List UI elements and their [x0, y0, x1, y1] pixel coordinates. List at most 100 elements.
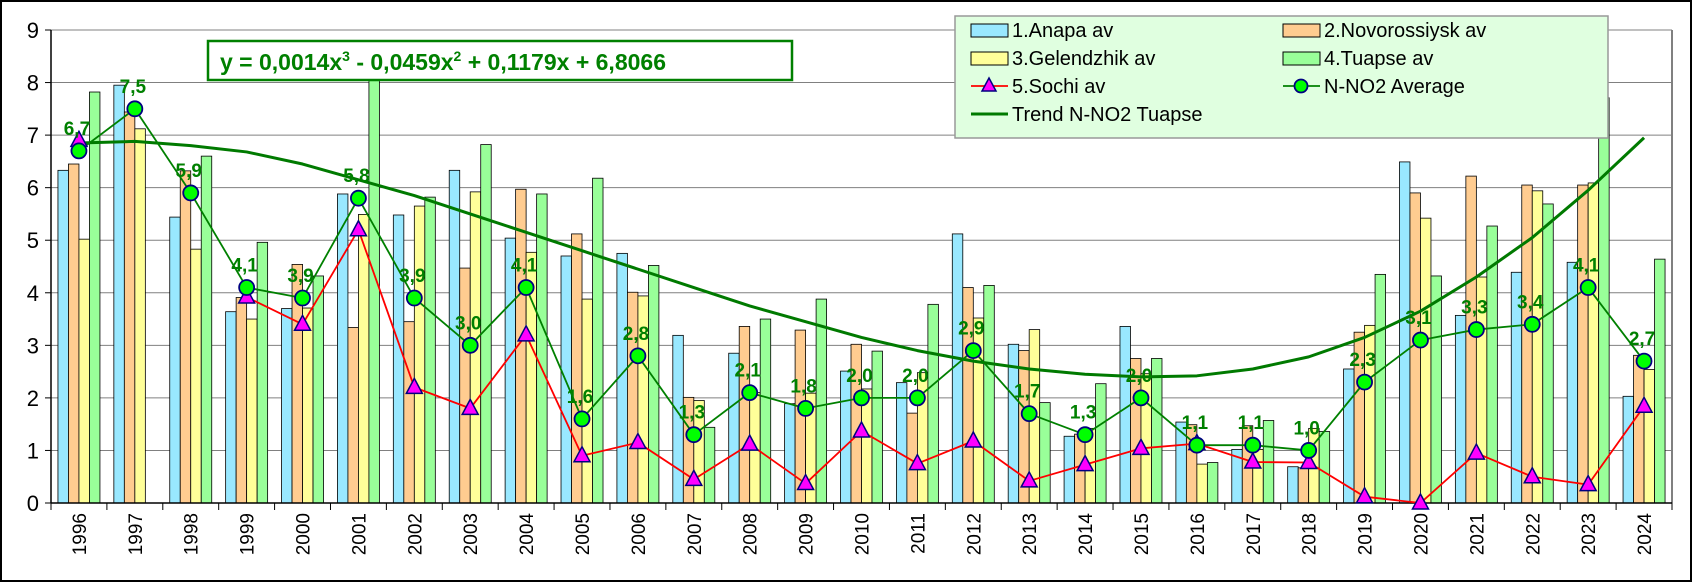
sochi-marker: [628, 431, 648, 450]
trend-equation: y = 0,0014x3 - 0,0459x2 + 0,1179x + 6,80…: [220, 48, 666, 75]
bar-2-novorossiysk-av: [347, 327, 359, 504]
bar-2-novorossiysk-av: [68, 163, 80, 504]
average-data-label: 1,1: [1182, 413, 1209, 434]
bar-4-tuapse-av: [536, 193, 548, 504]
x-tick-label: 1996: [70, 513, 91, 555]
x-tick-label: 2023: [1579, 513, 1600, 555]
sochi-marker: [1578, 474, 1598, 492]
average-marker: [741, 384, 759, 402]
bar-3-gelendzhik-av: [302, 307, 314, 504]
bar-4-tuapse-av: [480, 144, 492, 504]
bar-3-gelendzhik-av: [134, 128, 146, 504]
average-data-label: 4,1: [1573, 256, 1600, 277]
y-tick-label: 5: [27, 228, 39, 253]
x-tick-label: 2024: [1635, 513, 1656, 556]
bar-1-anapa-av: [57, 169, 69, 504]
sochi-marker: [1355, 486, 1374, 504]
bar-2-novorossiysk-av: [571, 233, 583, 504]
sochi-marker: [1467, 442, 1486, 460]
bar-1-anapa-av: [169, 216, 181, 504]
average-data-label: 2,0: [902, 366, 928, 387]
x-tick-label: 2000: [294, 513, 315, 555]
average-data-label: 4,1: [511, 256, 538, 277]
bar-1-anapa-av: [840, 370, 852, 504]
average-data-label: 1,8: [790, 376, 816, 397]
average-marker: [573, 410, 591, 428]
bar-1-anapa-av: [895, 382, 908, 504]
average-data-label: 5,9: [176, 161, 202, 182]
bar-4-tuapse-av: [368, 78, 380, 504]
bar-1-anapa-av: [1287, 466, 1299, 504]
average-marker: [1244, 436, 1262, 454]
x-tick-label: 2017: [1244, 513, 1265, 555]
y-tick-label: 3: [27, 333, 39, 358]
legend-triangle-marker: [980, 76, 998, 92]
average-data-label: 3,9: [399, 266, 425, 287]
average-data-label: 2,3: [1349, 350, 1375, 371]
average-marker: [1523, 315, 1541, 333]
bar-4-tuapse-av: [256, 241, 269, 504]
bar-1-anapa-av: [337, 193, 349, 504]
bar-4-tuapse-av: [871, 350, 883, 504]
x-tick-label: 2006: [629, 513, 650, 555]
average-marker: [1356, 373, 1373, 391]
sochi-marker: [572, 445, 592, 463]
bar-3-gelendzhik-av: [1643, 369, 1655, 504]
y-tick-label: 4: [27, 281, 39, 306]
bar-3-gelendzhik-av: [1420, 217, 1432, 504]
trend-line: [78, 136, 1646, 379]
legend-label: 2.Novorossiysk av: [1324, 20, 1486, 42]
bar-1-anapa-av: [1119, 326, 1131, 504]
average-data-label: 6,7: [64, 119, 90, 140]
sochi-marker: [1299, 451, 1318, 470]
average-data-label: 3,1: [1405, 308, 1432, 329]
x-tick-label: 2020: [1411, 513, 1432, 555]
average-data-label: 3,4: [1517, 292, 1544, 313]
average-marker: [1300, 442, 1318, 459]
y-tick-label: 7: [27, 123, 39, 148]
bar-1-anapa-av: [1343, 368, 1355, 504]
average-data-label: 7,5: [120, 77, 147, 98]
y-tick-label: 0: [27, 491, 39, 516]
bar-1-anapa-av: [784, 403, 796, 504]
x-tick-label: 2008: [741, 513, 762, 555]
bar-4-tuapse-av: [927, 303, 939, 504]
average-marker: [182, 184, 200, 202]
bar-4-tuapse-av: [1430, 275, 1442, 504]
average-data-label: 3,0: [455, 313, 481, 334]
x-tick-label: 1998: [182, 513, 203, 555]
x-tick-label: 1997: [126, 513, 147, 555]
sochi-marker: [349, 219, 368, 237]
x-tick-label: 2015: [1132, 513, 1153, 555]
x-tick-label: 2011: [908, 513, 929, 554]
bar-2-novorossiysk-av: [1521, 184, 1533, 504]
bar-2-novorossiysk-av: [235, 297, 248, 504]
bar-1-anapa-av: [281, 308, 293, 504]
bar-4-tuapse-av: [89, 91, 101, 504]
bar-2-novorossiysk-av: [459, 267, 471, 504]
sochi-marker: [684, 468, 704, 487]
x-tick-label: 2007: [685, 513, 706, 555]
sochi-marker: [1131, 437, 1151, 456]
x-tick-label: 2018: [1300, 513, 1321, 555]
bar-4-tuapse-av: [592, 177, 604, 504]
sochi-marker: [740, 433, 759, 451]
x-tick-label: 2005: [573, 513, 594, 555]
x-tick-label: 2019: [1356, 513, 1377, 555]
bar-4-tuapse-av: [1318, 431, 1331, 504]
average-data-label: 3,9: [287, 266, 313, 287]
x-tick-label: 2009: [797, 513, 818, 555]
bar-3-gelendzhik-av: [78, 238, 90, 504]
average-data-label: 1,1: [1238, 413, 1265, 434]
bar-1-anapa-av: [392, 214, 405, 504]
sochi-marker: [964, 430, 983, 448]
legend-label: 5.Sochi av: [1012, 76, 1105, 98]
x-tick-label: 2001: [349, 513, 370, 555]
average-marker: [405, 289, 423, 307]
bar-4-tuapse-av: [983, 285, 995, 504]
bar-2-novorossiysk-av: [123, 111, 136, 504]
bar-2-novorossiysk-av: [1633, 354, 1645, 504]
average-marker: [1020, 405, 1038, 423]
